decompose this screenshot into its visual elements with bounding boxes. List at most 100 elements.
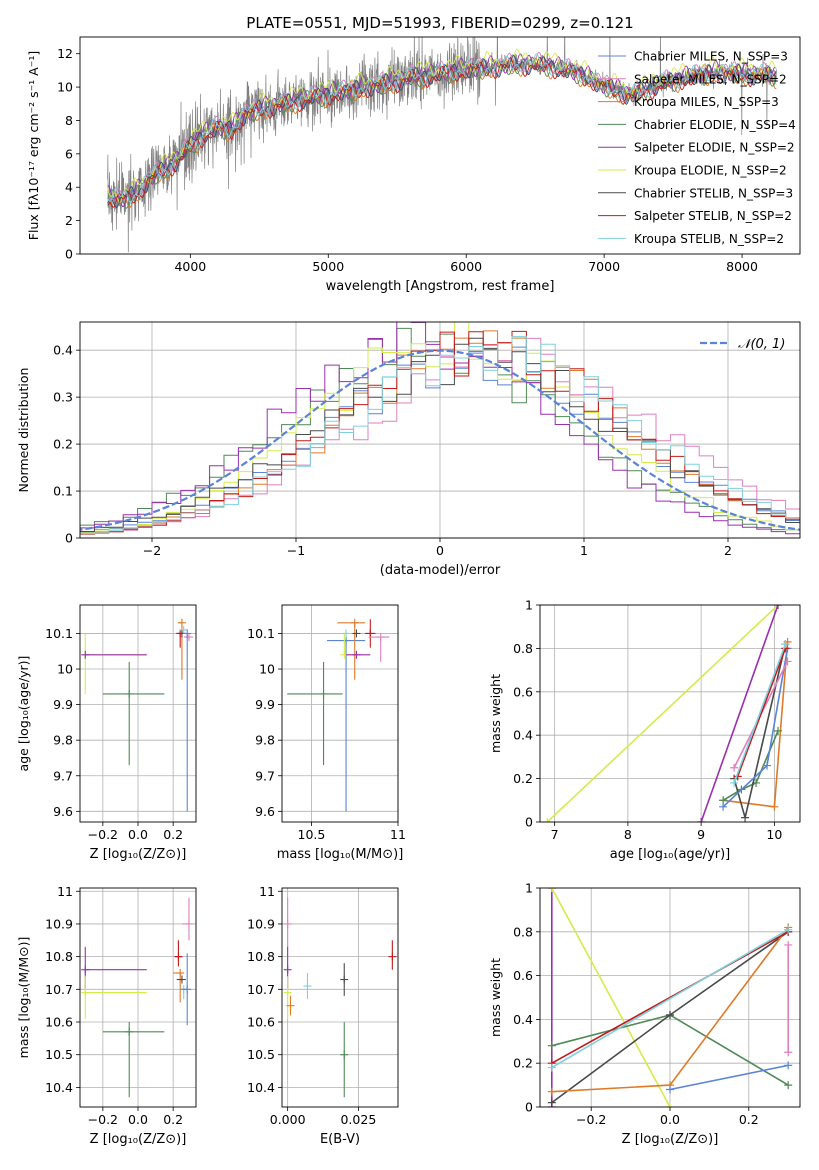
plot-area-weight_vs_age xyxy=(543,605,792,822)
y-tick-label: 8 xyxy=(65,113,73,128)
series-kroupa-stelib xyxy=(547,925,793,1072)
histogram-kroupa-stelib xyxy=(80,336,800,536)
y-tick-label: 10.1 xyxy=(247,626,275,641)
series-marker xyxy=(547,1098,556,1107)
y-tick-label: 0.3 xyxy=(53,390,73,405)
legend-label: Kroupa MILES, N_SSP=3 xyxy=(634,95,779,109)
series-marker xyxy=(697,818,706,822)
x-tick-label: −2 xyxy=(143,543,161,558)
y-tick-label: 0 xyxy=(525,1100,533,1115)
series-marker xyxy=(666,1011,674,1020)
legend-label: Kroupa STELIB, N_SSP=2 xyxy=(634,232,784,246)
series-marker xyxy=(547,888,556,892)
series-kroupa-elodie xyxy=(547,888,674,1107)
x-axis-label: age [log₁₀(age/yr)] xyxy=(610,847,731,862)
y-axis-label: Flux [fλ10⁻¹⁷ erg cm⁻² s⁻¹ A⁻¹] xyxy=(26,51,41,240)
series-marker xyxy=(730,763,739,772)
panel-weight_vs_Z: −0.2 0.0 0.2 0 0.2 0.4 0.6 0.8 1 Z [log₁₀(Z/Z⊙)] m… xyxy=(488,881,801,1147)
point-salpeter-miles xyxy=(181,897,193,941)
series-marker xyxy=(719,802,728,811)
series-line xyxy=(736,648,787,777)
x-tick-label: 0.000 xyxy=(270,1112,306,1127)
point-chabrier-elodie xyxy=(287,661,343,766)
point-chabrier-elodie xyxy=(102,1022,165,1098)
x-tick-label: 0.025 xyxy=(340,1112,376,1127)
legend-label: Kroupa ELODIE, N_SSP=2 xyxy=(634,164,787,178)
x-axis-label: Z [log₁₀(Z/Z⊙)] xyxy=(622,1132,719,1147)
legend-label: Salpeter STELIB, N_SSP=2 xyxy=(634,209,792,223)
series-line xyxy=(551,928,789,1069)
y-tick-label: 10.8 xyxy=(45,949,73,964)
series-marker xyxy=(547,1041,556,1050)
point-kroupa-stelib xyxy=(303,972,312,1000)
x-tick-label: 8 xyxy=(624,827,632,842)
point-kroupa-miles xyxy=(177,618,186,680)
point-kroupa-elodie xyxy=(283,976,292,1019)
y-tick-label: 0.6 xyxy=(513,968,533,983)
y-tick-label: 11 xyxy=(259,884,275,899)
series-marker xyxy=(730,778,739,787)
point-chabrier-stelib xyxy=(176,975,186,984)
point-salpeter-miles xyxy=(283,897,292,947)
series-line xyxy=(700,605,779,822)
y-tick-label: 10 xyxy=(57,80,73,95)
x-axis-label: mass [log₁₀(M/M⊙)] xyxy=(277,847,404,862)
y-tick-label: 0 xyxy=(65,531,73,546)
axes-frame xyxy=(79,321,801,539)
point-salpeter-miles xyxy=(183,633,193,642)
y-tick-label: 0.2 xyxy=(513,1056,533,1071)
y-tick-label: 0.1 xyxy=(53,484,73,499)
x-tick-label: 9 xyxy=(697,827,705,842)
y-tick-label: 10.8 xyxy=(247,949,275,964)
y-tick-label: 9.7 xyxy=(255,768,275,783)
point-kroupa-stelib xyxy=(179,985,188,1000)
point-kroupa-miles xyxy=(286,995,295,1016)
series-marker xyxy=(774,605,783,609)
point-chabrier-miles xyxy=(180,953,192,1026)
x-tick-label: −0.2 xyxy=(576,1112,606,1127)
series-salpeter-miles xyxy=(784,940,793,1057)
point-kroupa-elodie xyxy=(81,976,147,1019)
point-kroupa-miles xyxy=(173,968,185,1003)
panel-age_vs_mass: 10.5 11 9.6 9.7 9.8 9.9 10 10.1 mass [log₁₀(M/M⊙… xyxy=(247,604,406,862)
series-marker xyxy=(666,1103,674,1107)
axes-spectrum: 4000 5000 6000 7000 8000 0 2 4 6 8 10 12 wavelength … xyxy=(26,14,801,294)
series-line-chabrier-stelib xyxy=(107,55,777,209)
x-tick-label: −0.2 xyxy=(88,1112,118,1127)
x-tick-label: 2 xyxy=(724,543,732,558)
x-tick-label: 0.2 xyxy=(163,1112,183,1127)
legend-label: Chabrier STELIB, N_SSP=3 xyxy=(634,186,793,200)
point-kroupa-stelib xyxy=(342,629,351,638)
series-marker xyxy=(543,818,552,822)
legend-label: Chabrier ELODIE, N_SSP=4 xyxy=(634,118,796,132)
point-kroupa-miles xyxy=(337,618,366,680)
x-tick-label: 0.0 xyxy=(660,1112,680,1127)
y-tick-label: 10 xyxy=(57,662,73,677)
series-line xyxy=(669,1064,789,1091)
point-chabrier-miles xyxy=(183,629,192,812)
series-marker xyxy=(784,940,793,949)
series-salpeter-elodie xyxy=(697,605,783,822)
x-tick-label: 7 xyxy=(551,827,559,842)
plot-area-spectrum xyxy=(107,37,777,253)
series-line xyxy=(551,888,671,1107)
plot-area-age_vs_Z xyxy=(81,618,193,812)
legend-label: Salpeter ELODIE, N_SSP=2 xyxy=(634,141,795,155)
point-chabrier-elodie xyxy=(340,1022,349,1098)
x-tick-label: 10.5 xyxy=(298,827,326,842)
point-salpeter-stelib xyxy=(174,940,183,967)
y-tick-label: 1 xyxy=(525,881,533,896)
grid-mass_vs_Z xyxy=(80,888,196,1107)
y-tick-label: 2 xyxy=(65,213,73,228)
y-tick-label: 10.4 xyxy=(247,1080,275,1095)
y-tick-label: 0.8 xyxy=(513,924,533,939)
point-chabrier-stelib xyxy=(340,963,349,996)
y-axis-label: mass weight xyxy=(488,674,503,753)
x-tick-label: 0.2 xyxy=(163,827,183,842)
axes-frame xyxy=(281,887,399,1108)
axes-age_vs_Z: −0.2 0.0 0.2 9.6 9.7 9.8 9.9 10 10.1 Z [log₁₀(Z/Z… xyxy=(16,604,197,862)
normal-curve-line xyxy=(80,349,800,531)
y-tick-label: 4 xyxy=(65,180,73,195)
y-tick-label: 0 xyxy=(525,815,533,830)
